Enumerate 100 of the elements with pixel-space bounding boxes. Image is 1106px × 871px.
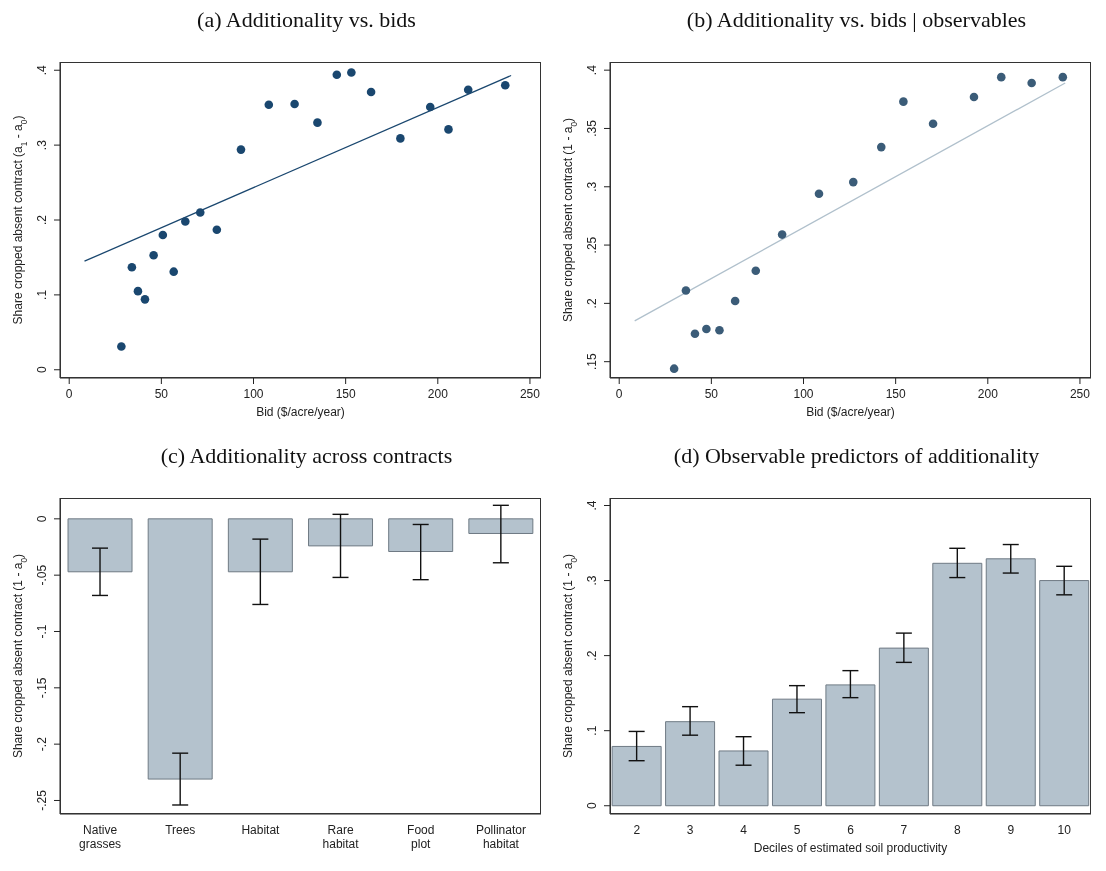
bar (771, 698, 822, 807)
bar (932, 562, 983, 807)
x-tick-label: Rare habitat (322, 823, 360, 851)
point (133, 286, 143, 296)
point (264, 100, 274, 109)
y-tick-label: .1 (585, 725, 599, 736)
y-tick-label: .35 (585, 119, 599, 137)
x-tick-label: Pollinator habitat (475, 823, 526, 851)
chart-title: (d) Observable predictors of additionality (672, 443, 1041, 470)
point (500, 80, 510, 90)
point (969, 92, 979, 102)
x-tick-label: 50 (154, 387, 169, 401)
point (899, 97, 908, 106)
point (444, 125, 453, 134)
bar (665, 721, 716, 807)
x-tick-label: 0 (65, 387, 73, 401)
y-tick-label: .3 (585, 181, 599, 192)
bar (985, 558, 1036, 807)
x-tick-label: 200 (977, 387, 999, 401)
x-tick-label: Trees (165, 823, 196, 837)
point (158, 230, 168, 240)
point (366, 87, 376, 97)
x-tick-label: 9 (1007, 823, 1015, 837)
y-tick-label: -.1 (35, 624, 49, 639)
point (425, 102, 435, 112)
point (463, 85, 473, 95)
point (169, 267, 179, 276)
x-tick-label: 100 (793, 387, 814, 401)
y-tick-label: .1 (35, 289, 49, 300)
y-tick-label: -.25 (35, 789, 49, 811)
y-tick-label: -.15 (35, 677, 49, 699)
x-tick-label: 2 (633, 823, 641, 837)
point (347, 68, 356, 77)
point (127, 262, 137, 272)
x-tick-label: 0 (615, 387, 623, 401)
point (730, 296, 740, 306)
point (149, 250, 158, 260)
y-tick-label: -.2 (35, 736, 49, 752)
chart-title: (c) Additionality across contracts (159, 443, 454, 470)
y-tick-label: .25 (585, 236, 599, 254)
point (681, 286, 691, 295)
x-tick-label: 50 (704, 387, 719, 401)
y-tick-label: .15 (585, 353, 599, 371)
chart-title: (a) Additionality vs. bids (196, 7, 417, 34)
bar (825, 684, 876, 807)
point (996, 72, 1006, 82)
point (1058, 72, 1068, 82)
point (236, 145, 246, 154)
point (814, 189, 824, 199)
x-tick-label: 250 (519, 387, 541, 401)
point (313, 118, 322, 127)
point (332, 70, 342, 80)
x-tick-label: Food plot (407, 823, 435, 851)
x-tick-label: 200 (427, 387, 449, 401)
x-tick-label: 250 (1069, 387, 1091, 401)
point (702, 324, 711, 334)
y-tick-label: .2 (585, 650, 599, 661)
x-tick-label: 3 (686, 823, 694, 837)
x-tick-label: 5 (793, 823, 801, 837)
bar (1039, 580, 1090, 807)
y-tick-label: .4 (585, 64, 599, 76)
bar (611, 745, 662, 807)
x-tick-label: 7 (900, 823, 908, 837)
point (848, 177, 858, 187)
y-tick-label: .3 (35, 139, 49, 151)
x-tick-label: 8 (954, 823, 962, 837)
y-tick-label: 0 (585, 802, 599, 810)
bar (878, 647, 929, 807)
x-tick-label: Native grasses (79, 823, 122, 851)
point (928, 119, 938, 129)
point (876, 142, 886, 152)
x-axis-title: Deciles of estimated soil productivity (753, 841, 948, 855)
point (396, 134, 405, 143)
x-axis-title: Bid ($/acre/year) (256, 405, 345, 419)
point (117, 342, 126, 351)
chart-title: (b) Additionality vs. bids | observables (685, 7, 1028, 34)
x-tick-label: 6 (847, 823, 855, 837)
x-tick-label: 150 (885, 387, 906, 401)
y-tick-label: 0 (35, 366, 49, 374)
point (140, 295, 150, 304)
x-tick-label: 100 (243, 387, 264, 401)
point (690, 329, 700, 338)
point (195, 208, 205, 217)
y-tick-label: -.05 (35, 564, 49, 586)
point (1027, 78, 1036, 88)
point (777, 230, 787, 239)
y-tick-label: .2 (585, 298, 599, 309)
point (669, 364, 679, 373)
y-tick-label: .3 (585, 575, 599, 586)
x-tick-label: 150 (335, 387, 356, 401)
x-tick-label: 10 (1057, 823, 1072, 837)
y-tick-label: .4 (35, 64, 49, 76)
bar (718, 750, 769, 807)
point (212, 225, 222, 235)
y-tick-label: .2 (35, 214, 49, 226)
point (751, 266, 761, 276)
y-tick-label: .4 (585, 500, 599, 511)
point (715, 325, 724, 335)
y-tick-label: 0 (35, 515, 49, 523)
x-tick-label: 4 (740, 823, 748, 837)
